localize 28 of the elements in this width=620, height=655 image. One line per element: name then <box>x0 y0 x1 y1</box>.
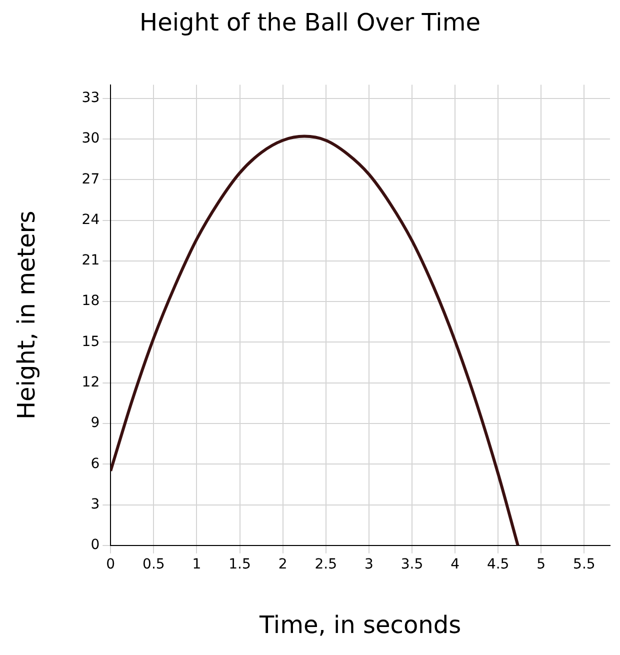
x-tick-label: 2 <box>278 556 288 572</box>
y-tick-label: 12 <box>82 374 100 390</box>
y-tick-label: 24 <box>82 212 100 228</box>
line-series <box>110 134 520 546</box>
x-tick-label: 3.5 <box>400 556 424 572</box>
x-tick-label: 5 <box>536 556 546 572</box>
x-tick-label: 1 <box>192 556 202 572</box>
y-tick-label: 3 <box>90 496 100 512</box>
y-tick-label: 30 <box>82 130 100 147</box>
x-axis-title: Time, in seconds <box>258 610 462 639</box>
x-tick-label: 4.5 <box>486 556 510 572</box>
y-tick-label: 6 <box>90 456 100 472</box>
y-tick-label: 21 <box>82 252 100 269</box>
x-tick-label: 5.5 <box>573 556 596 572</box>
x-tick-label: 0 <box>106 556 116 572</box>
y-tick-label: 33 <box>82 90 100 106</box>
y-tick-label: 15 <box>82 334 100 350</box>
chart-title: Height of the Ball Over Time <box>140 8 480 37</box>
x-tick-label: 1.5 <box>228 556 251 572</box>
y-axis-title: Height, in meters <box>12 210 41 420</box>
y-tick-label: 9 <box>90 415 100 432</box>
x-tick-label: 0.5 <box>142 556 165 572</box>
y-tick-label: 0 <box>90 537 100 554</box>
y-tick-label: 27 <box>82 171 100 188</box>
x-tick-label: 2.5 <box>314 556 337 572</box>
x-tick-label: 3 <box>364 556 374 572</box>
y-tick-label: 18 <box>82 293 100 310</box>
x-tick-label: 4 <box>450 556 460 572</box>
